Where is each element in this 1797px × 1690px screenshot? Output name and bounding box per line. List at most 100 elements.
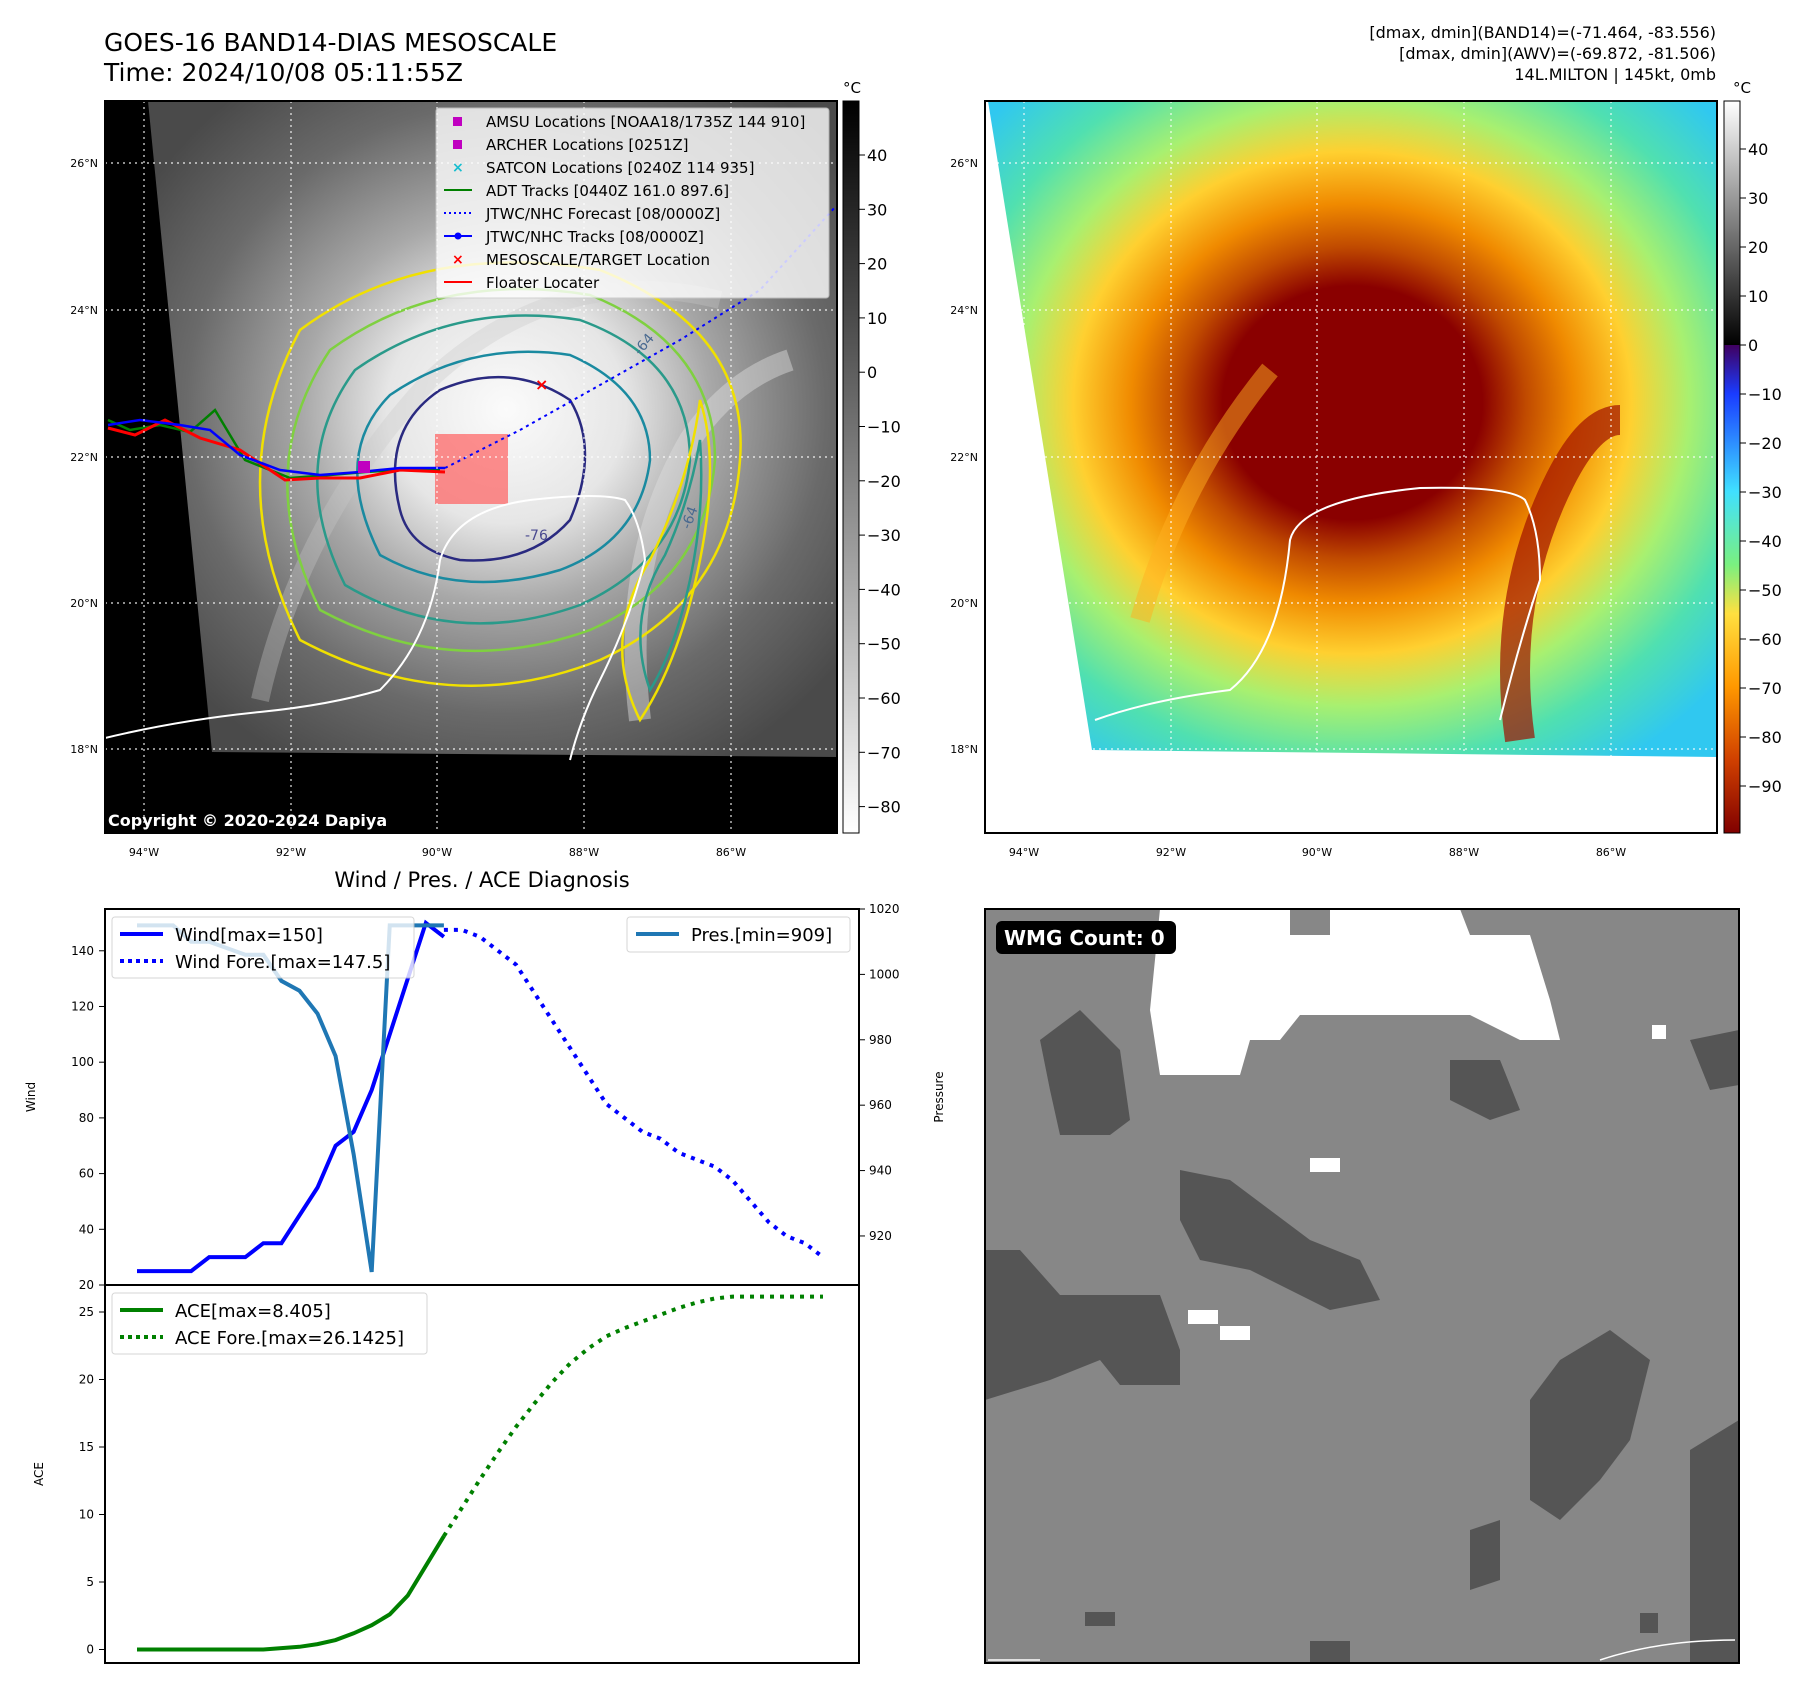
svg-text:92°W: 92°W [1156,846,1186,859]
amsu-marker [358,461,370,473]
svg-text:88°W: 88°W [1449,846,1479,859]
svg-text:24°N: 24°N [950,304,978,317]
svg-text:22°N: 22°N [70,451,98,464]
color-cbar-tick-label: 30 [1748,189,1768,208]
svg-text:×: × [452,252,464,268]
color-cbar-tick-label: 40 [1748,140,1768,159]
pressure-tick-label: 920 [869,1229,892,1243]
ace-panel: 25 20 15 10 5 0 ACE ACE[max=8.405] ACE Fore.[… [32,1284,860,1664]
jtwc-forecast [444,204,837,469]
gray-cbar-tick-label: 30 [867,200,887,219]
svg-text:24°N: 24°N [70,304,98,317]
legend-jtwc-tracks: JTWC/NHC Tracks [08/0000Z] [485,228,704,246]
ace-axis-label: ACE [32,1462,46,1486]
wind-tick-label: 20 [79,1278,94,1292]
ace-tick-label: 10 [79,1508,94,1522]
wmg-panel: WMG Count: 0 [984,908,1740,1664]
svg-text:88°W: 88°W [569,846,599,859]
wind-tick-label: 60 [79,1167,94,1181]
color-ir-map [984,100,1718,834]
diagnosis-title: Wind / Pres. / ACE Diagnosis [334,868,629,892]
gray-cbar-tick-label: 0 [867,363,877,382]
color-cbar-tick-label: 10 [1748,287,1768,306]
pressure-tick-label: 960 [869,1098,892,1112]
color-cbar-tick-label: −40 [1748,532,1782,551]
gray-cbar-tick-label: −20 [867,472,901,491]
tr-lon-labels: 94°W 92°W 90°W 88°W 86°W [1009,846,1626,859]
color-cbar-tick-label: 20 [1748,238,1768,257]
map-legend: × × AMSU Locations [NOAA18/1735Z 144 910… [435,107,830,299]
gray-cbar-tick-label: 40 [867,146,887,165]
contour-label-64b: -64 [679,504,702,531]
wind-tick-label: 80 [79,1111,94,1125]
svg-text:°C: °C [1733,79,1751,97]
svg-text:26°N: 26°N [950,157,978,170]
legend-wind: Wind[max=150] [175,925,323,946]
ace-legend: ACE[max=8.405] ACE Fore.[max=26.1425] [111,1292,428,1355]
gray-cbar-tick-label: 10 [867,309,887,328]
svg-text:90°W: 90°W [1302,846,1332,859]
gray-cbar-tick-label: −10 [867,418,901,437]
svg-text:86°W: 86°W [716,846,746,859]
wind-tick-label: 40 [79,1222,94,1236]
legend-amsu: AMSU Locations [NOAA18/1735Z 144 910] [486,113,805,131]
svg-text:20°N: 20°N [950,597,978,610]
tl-lat-labels: 26°N 24°N 22°N 20°N 18°N [70,157,98,756]
figure-title: GOES-16 BAND14-DIAS MESOSCALE [104,28,557,57]
floater-track [107,418,446,482]
wind-series-line [137,919,446,1274]
legend-floater: Floater Locater [486,274,600,292]
pressure-tick-label: 1020 [869,902,900,916]
svg-text:86°W: 86°W [1596,846,1626,859]
wind-tick-label: 120 [71,999,94,1013]
jtwc-track [107,418,445,477]
pressure-legend: Pres.[min=909] [626,916,851,953]
pressure-tick-label: 980 [869,1033,892,1047]
wind-legend: Wind[max=150] Wind Fore.[max=147.5] [111,916,415,979]
wind-pressure-panel: 140 120 100 80 60 40 20 1020 1000 980 960 940 920 W… [24,902,946,1292]
svg-text:20°N: 20°N [70,597,98,610]
legend-wind-forecast: Wind Fore.[max=147.5] [175,952,390,973]
ace-tick-label: 20 [79,1373,94,1387]
pressure-tick-label: 940 [869,1164,892,1178]
gray-cbar-tick-label: −60 [867,689,901,708]
tr-lat-labels: 26°N 24°N 22°N 20°N 18°N [950,157,978,756]
storm-info: 14L.MILTON | 145kt, 0mb [1514,65,1716,84]
svg-text:94°W: 94°W [1009,846,1039,859]
svg-text:18°N: 18°N [70,743,98,756]
color-cbar-tick-label: −80 [1748,728,1782,747]
wind-tick-label: 140 [71,944,94,958]
svg-text:×: × [452,160,464,176]
svg-text:26°N: 26°N [70,157,98,170]
legend-archer: ARCHER Locations [0251Z] [486,136,689,154]
wind-axis-label: Wind [24,1082,38,1112]
ace-tick-label: 15 [79,1440,94,1454]
gray-colorbar: °C 40 30 20 10 0 −10 −20 −30 −40 −50 −60 −70 −80 [842,79,901,834]
color-cbar-tick-label: −20 [1748,434,1782,453]
color-cbar-tick-label: −70 [1748,679,1782,698]
svg-text:92°W: 92°W [276,846,306,859]
tl-lon-labels: 94°W 92°W 90°W 88°W 86°W [129,846,746,859]
color-cbar-tick-label: −50 [1748,581,1782,600]
pressure-axis-label: Pressure [932,1071,946,1122]
color-cbar-tick-label: −30 [1748,483,1782,502]
figure-time: Time: 2024/10/08 05:11:55Z [103,58,463,87]
legend-ace: ACE[max=8.405] [175,1301,331,1322]
gray-cbar-tick-label: −30 [867,526,901,545]
color-cbar-tick-label: −90 [1748,777,1782,796]
ace-tick-label: 25 [79,1305,94,1319]
mesoscale-target-marker: × [535,375,548,394]
color-colorbar: °C 40 30 20 10 0 −10 −20 −30 −40 −50 −60 −70 −80 −90 [1723,79,1782,834]
pressure-tick-label: 1000 [869,967,900,981]
gray-cbar-tick-label: −80 [867,798,901,817]
stats-band14: [dmax, dmin](BAND14)=(-71.464, -83.556) [1369,23,1716,42]
svg-text:94°W: 94°W [129,846,159,859]
gray-cbar-tick-label: 20 [867,255,887,274]
wind-forecast-series-line [443,927,825,1259]
svg-text:°C: °C [843,79,861,97]
ace-series-line [137,1534,446,1652]
gray-cbar-tick-label: −70 [867,743,901,762]
legend-ace-forecast: ACE Fore.[max=26.1425] [175,1328,404,1349]
ace-tick-label: 5 [86,1575,94,1589]
